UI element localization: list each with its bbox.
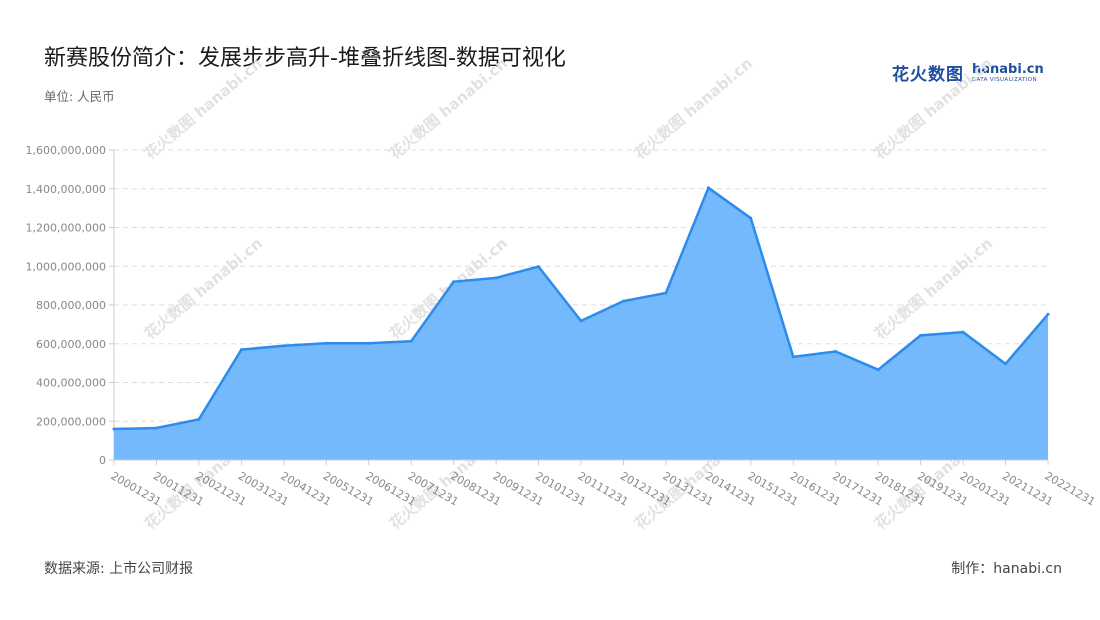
data-point: [622, 299, 625, 303]
data-point: [324, 341, 328, 345]
credit-label: 制作：hanabi.cn: [951, 561, 1062, 577]
data-point: [1004, 362, 1007, 366]
data-point: [579, 319, 583, 323]
data-point: [197, 417, 201, 421]
watermark-text: 花火数图 hanabi.cn: [141, 234, 266, 343]
series-area: [114, 187, 1048, 461]
watermark-text: 花火数图 hanabi.cn: [386, 54, 511, 163]
data-point: [537, 265, 540, 269]
data-point: [876, 368, 880, 372]
y-tick-label: 1,400,000,000: [26, 183, 106, 196]
data-point: [112, 427, 116, 431]
data-point: [409, 339, 413, 343]
y-tick-label: 1,600,000,000: [26, 144, 106, 157]
y-tick-label: 400,000,000: [36, 377, 106, 390]
watermark-layer: 花火数图 hanabi.cn 花火数图 hanabi.cn 花火数图 hanabi.…: [141, 54, 996, 533]
data-point: [452, 280, 456, 284]
watermark-text: 花火数图 hanabi.cn: [871, 54, 996, 163]
watermark-text: 花火数图 hanabi.cn: [871, 234, 996, 343]
watermark-text: 花火数图 hanabi.cn: [631, 54, 756, 163]
data-point: [494, 276, 498, 280]
data-point: [664, 291, 668, 295]
data-point: [239, 348, 243, 352]
y-tick-label: 800,000,000: [36, 299, 106, 312]
logo-sub-text: DATA VISUALIZATION: [972, 77, 1037, 83]
y-tick-label: 200,000,000: [36, 415, 106, 428]
watermark-text: 花火数图 hanabi.cn: [141, 54, 266, 163]
data-point: [367, 341, 371, 345]
y-tick-label: 1,000,000,000: [26, 260, 106, 273]
y-axis: 0 200,000,000 400,000,000 600,000,000 800,00…: [26, 144, 115, 467]
data-point: [919, 333, 923, 337]
chart-title: 新赛股份简介：发展步步高升-堆叠折线图-数据可视化: [44, 46, 566, 71]
data-source: 数据来源: 上市公司财报: [44, 561, 194, 577]
data-point: [791, 355, 795, 359]
data-point: [834, 350, 838, 353]
data-point: [706, 186, 710, 190]
data-point: [282, 344, 286, 348]
unit-label: 单位: 人民币: [44, 89, 115, 104]
y-tick-label: 1,200,000,000: [26, 222, 106, 235]
brand-logo: 花火数图 hanabi.cn DATA VISUALIZATION: [892, 60, 1044, 88]
data-point: [1046, 312, 1050, 316]
y-tick-label: 600,000,000: [36, 338, 106, 351]
data-point: [749, 216, 753, 220]
data-point: [155, 426, 158, 430]
logo-en-text: hanabi.cn: [972, 62, 1044, 77]
y-tick-label: 0: [99, 454, 106, 467]
logo-cn-text: 花火数图: [892, 65, 964, 85]
data-point: [961, 330, 965, 334]
plot-area: [112, 186, 1050, 461]
